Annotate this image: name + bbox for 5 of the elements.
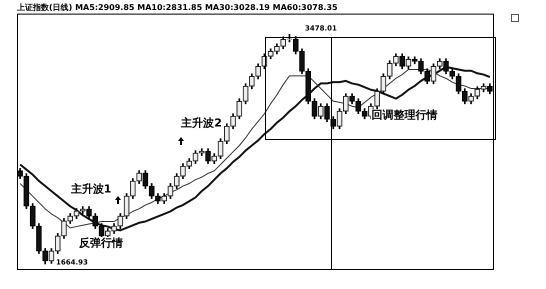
annotation: 主升波1 (70, 182, 112, 196)
chart-title: 上证指数(日线) MA5:2909.85 MA10:2831.85 MA30:3028.19 MA60:3078.35 (16, 2, 338, 12)
annotation: 主升波2 (180, 116, 222, 130)
annotation: 反弹行情 (78, 236, 123, 250)
annotation: 回调整理行情 (372, 108, 438, 122)
